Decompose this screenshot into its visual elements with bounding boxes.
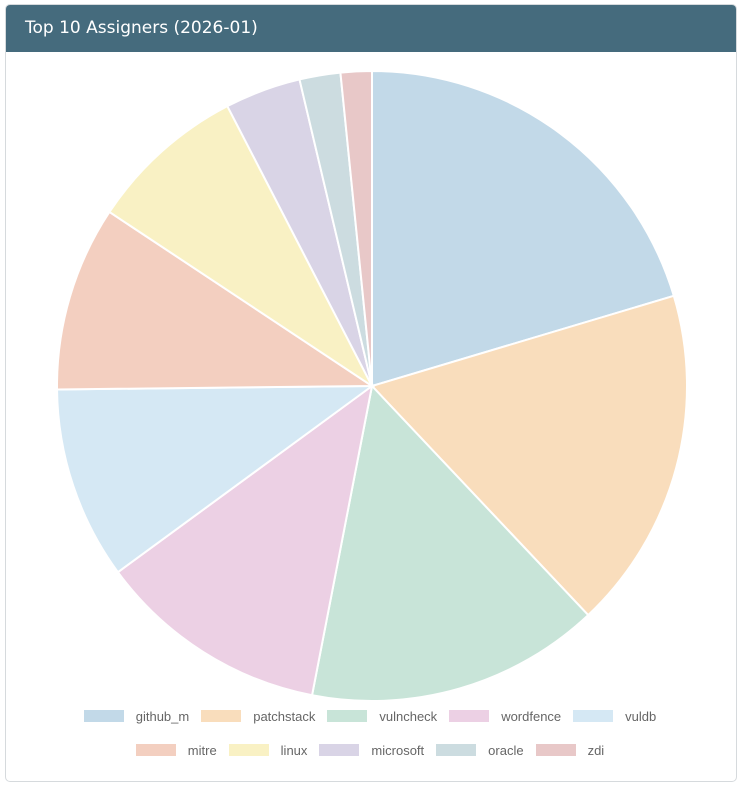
legend-swatch <box>319 744 360 756</box>
legend-swatch <box>573 710 614 722</box>
legend-label: patchstack <box>253 708 316 724</box>
legend-label: mitre <box>187 742 217 758</box>
legend-swatch <box>449 710 490 722</box>
legend-swatch <box>201 710 242 722</box>
legend-item[interactable]: vulncheck <box>327 707 437 725</box>
legend-item[interactable]: github_m <box>83 707 190 725</box>
legend-label: oracle <box>488 742 524 758</box>
pie-slice-wordfence[interactable] <box>116 383 374 697</box>
legend-item[interactable]: zdi <box>535 741 605 759</box>
legend-item[interactable]: patchstack <box>201 707 315 725</box>
legend-item[interactable]: microsoft <box>319 741 424 759</box>
pie-slice-linux[interactable] <box>108 104 375 389</box>
legend-swatch <box>135 744 176 756</box>
pie-slice-vuldb[interactable] <box>56 384 376 574</box>
legend-swatch <box>228 744 269 756</box>
pie-slice-patchstack[interactable] <box>370 294 688 617</box>
pie-slice-github-m[interactable] <box>371 69 676 388</box>
legend-item[interactable]: wordfence <box>449 707 561 725</box>
legend-item[interactable]: oracle <box>436 741 524 759</box>
legend-item[interactable]: linux <box>228 741 308 759</box>
legend-swatch <box>436 744 477 756</box>
pie-slice-mitre[interactable] <box>56 210 376 391</box>
legend-swatch <box>535 744 576 756</box>
pie-slice-vulncheck[interactable] <box>310 383 590 702</box>
legend-item[interactable]: vuldb <box>573 707 656 725</box>
legend-swatch <box>83 710 124 722</box>
pie-slice-zdi[interactable] <box>339 69 373 387</box>
legend-label: github_m <box>135 708 190 724</box>
legend-swatch <box>327 710 368 722</box>
legend-label: zdi <box>587 742 605 758</box>
legend-label: microsoft <box>371 742 425 758</box>
legend-label: wordfence <box>501 708 562 724</box>
legend-label: vuldb <box>625 708 657 724</box>
legend-label: vulncheck <box>379 708 438 724</box>
card-title: Top 10 Assigners (2026-01) <box>6 5 736 52</box>
chart-legend: github_m patchstack vulncheck wordfence vuld… <box>60 707 680 759</box>
legend-item[interactable]: mitre <box>135 741 217 759</box>
legend-label: linux <box>280 742 308 758</box>
